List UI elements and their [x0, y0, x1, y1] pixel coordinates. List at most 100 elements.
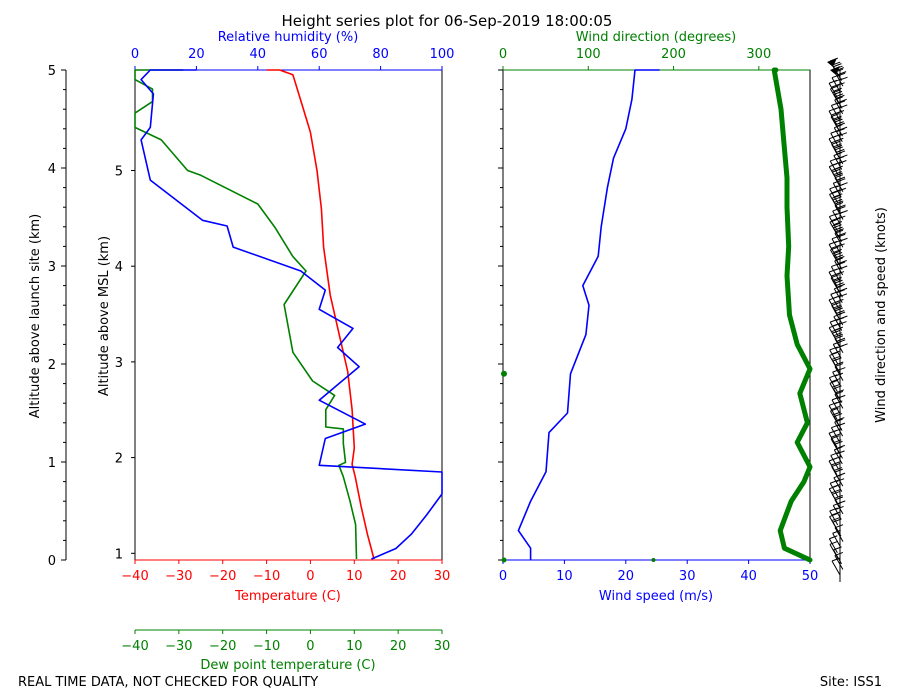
- thermo-axis-ticks: −40 −30 −20 −10 0 10 20 30−40 −30 −20 −10 0 10 20 300 2…: [48, 47, 455, 654]
- wind-barb-flag: [838, 287, 848, 292]
- wind-series-lines: [501, 67, 813, 563]
- wind-barb-staff: [828, 460, 838, 476]
- wind-speed-tick-label: 50: [802, 569, 819, 584]
- temperature-tick-label: 0: [306, 569, 314, 584]
- wind-barb-flag: [832, 490, 841, 495]
- dewpoint-tick-label: −20: [209, 639, 236, 654]
- wind-barb-flag: [829, 507, 838, 512]
- wind-barb-staff: [830, 410, 839, 426]
- wind-barb-flag: [832, 383, 841, 388]
- wind-barb-flag: [837, 204, 846, 209]
- wind-direction-tick-label: 100: [576, 47, 601, 62]
- dewpoint-tick-label: −40: [121, 639, 148, 654]
- wind-axis-ticks: 0 10 20 30 40 50 0 100 200 300: [498, 47, 818, 584]
- wind-barb-flag: [829, 213, 838, 218]
- wind-barb-flag: [836, 82, 845, 87]
- wind-barb-flag: [834, 146, 843, 151]
- wind-direction-marker: [501, 557, 507, 563]
- wind-barb-flag: [834, 193, 843, 198]
- wind-barb-flag: [834, 307, 843, 312]
- wind-barb-flag: [838, 260, 847, 264]
- wind-barb-staff: [831, 560, 841, 576]
- temperature-tick-label: −40: [121, 569, 148, 584]
- wind-barb-staff: [830, 277, 840, 292]
- agl-tick-label: 5: [48, 64, 56, 79]
- wind-barb-flag: [833, 106, 842, 110]
- wind-barb-flag: [834, 165, 843, 170]
- wind-barb-flag: [836, 444, 845, 449]
- wind-barb-staff: [830, 105, 840, 120]
- wind-barb-staff: [832, 210, 842, 226]
- wind-barb-staff: [830, 249, 839, 265]
- wind-speed-tick-label: 20: [618, 569, 635, 584]
- wind-barb-flag: [832, 161, 841, 166]
- wind-barb-flag: [829, 540, 839, 545]
- wind-barb-staff: [833, 316, 843, 331]
- wind-barb-flag: [839, 182, 848, 187]
- wind-barb-flag: [833, 87, 842, 92]
- wind-barb-flag: [830, 157, 839, 162]
- x-axis-label-rh: Relative humidity (%): [218, 30, 359, 45]
- wind-barb-flag: [833, 267, 842, 272]
- wind-barb-staff: [834, 260, 844, 276]
- wind-barb-flag: [830, 129, 839, 134]
- wind-barb-flag: [832, 329, 841, 334]
- wind-barb-flag: [833, 171, 842, 176]
- temperature-tick-label: −20: [209, 569, 236, 584]
- plot-title: Height series plot for 06-Sep-2019 18:00…: [282, 12, 613, 30]
- wind-barb-flag: [836, 337, 846, 342]
- rh-tick-label: 40: [250, 47, 267, 62]
- wind-panel: 0 10 20 30 40 50 0 100 200 300 Wind speed (m/s) W…: [498, 30, 889, 604]
- wind-barb-flag: [836, 128, 845, 133]
- wind-barb-flag: [836, 311, 846, 316]
- wind-barb-flag: [830, 451, 839, 456]
- wind-barb-staff: [833, 477, 843, 492]
- wind-barb-flag: [839, 343, 848, 348]
- temperature-line: [266, 69, 375, 560]
- wind-barb-staff: [828, 405, 838, 420]
- wind-barb-flag: [834, 446, 843, 451]
- y-axis-label-msl: Altitude above MSL (km): [97, 236, 112, 396]
- dewpoint-tick-label: 30: [434, 639, 451, 654]
- dewpoint-tick-label: 10: [346, 639, 363, 654]
- wind-barb-staff: [831, 77, 841, 92]
- wind-barb-staff: [829, 482, 839, 498]
- wind-barb-flag: [831, 217, 840, 222]
- wind-direction-line: [771, 67, 813, 563]
- wind-barb-flag: [836, 289, 845, 294]
- wind-barb-flag: [836, 150, 846, 155]
- rh-tick-label: 60: [311, 47, 328, 62]
- temperature-tick-label: 10: [346, 569, 363, 584]
- wind-barb-staff: [830, 88, 839, 104]
- wind-barb-flag: [838, 132, 848, 137]
- wind-barb-flag: [829, 351, 838, 356]
- wind-speed-tick-label: 30: [679, 569, 696, 584]
- wind-barb-staff: [828, 432, 838, 448]
- wind-barbs: [827, 57, 848, 582]
- site-label: Site: ISS1: [820, 675, 882, 690]
- wind-barb-flag: [834, 172, 843, 177]
- wind-barb-staff: [832, 344, 842, 359]
- wind-barb-staff: [828, 377, 838, 392]
- wind-barb-staff: [828, 138, 838, 154]
- wind-barb-staff: [829, 516, 838, 531]
- wind-barb-flag: [838, 321, 847, 326]
- wind-barb-staff: [830, 455, 840, 470]
- wind-barb-flag: [829, 218, 839, 223]
- wind-barb-staff: [829, 544, 839, 559]
- wind-barb-staff: [830, 438, 840, 454]
- wind-barb-staff: [829, 510, 839, 526]
- wind-barb-staff: [828, 299, 838, 315]
- wind-barb-flag: [836, 243, 845, 248]
- wind-barb-flag: [831, 489, 840, 494]
- wind-barb-flag: [831, 350, 841, 355]
- wind-barb-flag: [834, 124, 843, 129]
- wind-barb-flag: [832, 196, 842, 201]
- wind-barb-flag: [832, 168, 841, 173]
- wind-barb-flag: [832, 483, 841, 488]
- wind-barb-flag: [829, 379, 839, 384]
- wind-barb-flag: [838, 98, 847, 103]
- wind-barb-flag: [836, 422, 846, 427]
- wind-barb-staff: [830, 133, 840, 148]
